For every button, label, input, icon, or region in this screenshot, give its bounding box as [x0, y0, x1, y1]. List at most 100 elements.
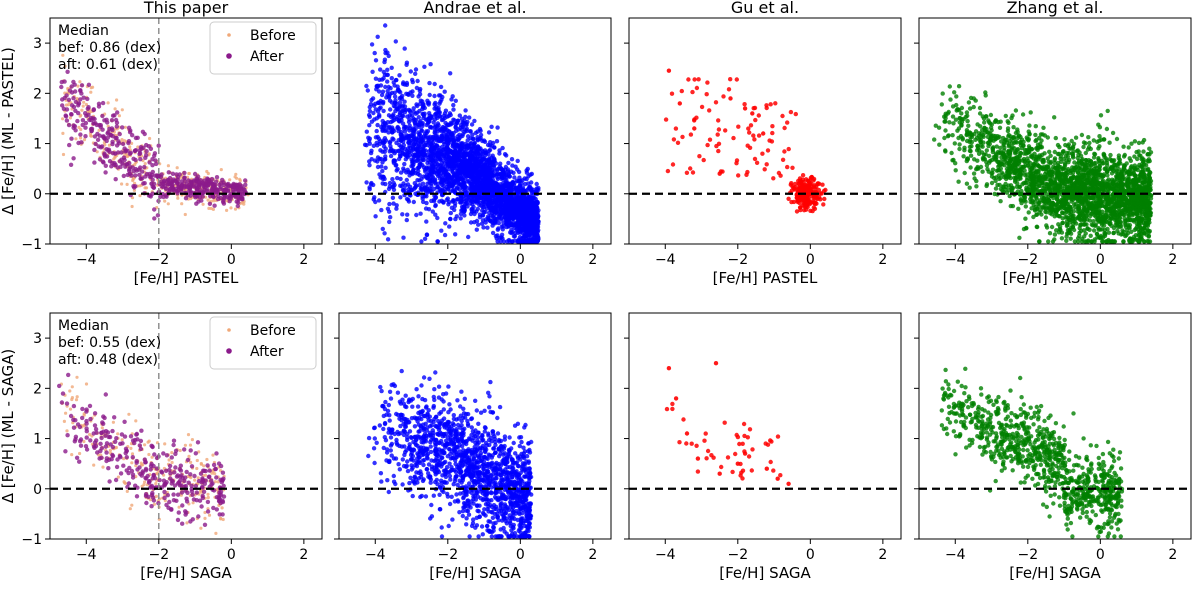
- data-point-andrae: [482, 156, 486, 160]
- data-point-before: [78, 80, 81, 83]
- data-point-andrae: [499, 173, 503, 177]
- data-point-after: [240, 197, 244, 201]
- x-tick-label: 0: [227, 252, 236, 268]
- data-point-andrae: [382, 175, 386, 179]
- data-point-andrae: [476, 207, 480, 211]
- data-point-after: [185, 185, 189, 189]
- data-point-after: [152, 207, 156, 211]
- data-point-andrae: [442, 154, 446, 158]
- data-point-after: [208, 202, 212, 206]
- data-point-andrae: [451, 138, 455, 142]
- data-point-after: [133, 173, 137, 177]
- data-point-after: [76, 111, 80, 115]
- data-point-andrae: [401, 236, 405, 240]
- x-tick-label: −4: [365, 252, 386, 268]
- data-point-gu: [694, 116, 698, 120]
- data-point-before: [69, 116, 72, 119]
- data-point-after: [102, 136, 106, 140]
- data-point-andrae: [386, 237, 390, 241]
- data-point-andrae: [458, 200, 462, 204]
- data-point-after: [143, 156, 147, 160]
- data-point-andrae: [397, 149, 401, 153]
- data-point-andrae: [410, 94, 414, 98]
- data-point-andrae: [402, 143, 406, 147]
- data-point-after: [62, 96, 66, 100]
- data-point-andrae: [508, 187, 512, 191]
- data-point-andrae: [462, 185, 466, 189]
- points-layer: [59, 54, 250, 221]
- data-point-andrae: [496, 167, 500, 171]
- data-point-gu: [771, 176, 775, 180]
- data-point-after: [125, 149, 129, 153]
- data-point-gu: [821, 202, 825, 206]
- data-point-before: [148, 137, 151, 140]
- data-point-andrae: [405, 213, 409, 217]
- data-point-after: [182, 171, 186, 175]
- y-tick-label: 2: [33, 86, 42, 102]
- data-point-andrae: [443, 233, 447, 237]
- data-point-andrae: [412, 200, 416, 204]
- data-point-andrae: [489, 208, 493, 212]
- data-point-after: [111, 114, 115, 118]
- data-point-andrae: [478, 154, 482, 158]
- data-point-gu: [702, 158, 706, 162]
- data-point-andrae: [470, 133, 474, 137]
- data-point-after: [79, 140, 83, 144]
- data-point-after: [143, 132, 147, 136]
- data-point-after: [150, 157, 154, 161]
- data-point-gu: [747, 130, 751, 134]
- data-point-andrae: [417, 183, 421, 187]
- x-tick-label: −4: [655, 252, 676, 268]
- data-point-gu: [736, 125, 740, 129]
- data-point-andrae: [406, 93, 410, 97]
- data-point-andrae: [458, 163, 462, 167]
- data-point-andrae: [405, 149, 409, 153]
- data-point-gu: [685, 171, 689, 175]
- data-point-before: [144, 162, 147, 165]
- data-point-andrae: [512, 175, 516, 179]
- data-point-before: [167, 202, 170, 205]
- data-point-andrae: [495, 210, 499, 214]
- data-point-after: [62, 79, 66, 83]
- y-axis-label: Δ [Fe/H] (ML - PASTEL): [0, 47, 17, 215]
- data-point-andrae: [421, 138, 425, 142]
- data-point-after: [136, 136, 140, 140]
- data-point-after: [92, 160, 96, 164]
- data-point-andrae: [423, 168, 427, 172]
- data-point-andrae: [390, 119, 394, 123]
- data-point-andrae: [388, 107, 392, 111]
- data-point-zhang: [972, 157, 976, 161]
- data-point-after: [114, 136, 118, 140]
- data-point-gu: [817, 188, 821, 192]
- data-point-andrae: [450, 175, 454, 179]
- data-point-gu: [714, 100, 718, 104]
- data-point-gu: [790, 166, 794, 170]
- data-point-before: [163, 200, 166, 203]
- data-point-andrae: [501, 181, 505, 185]
- data-point-andrae: [387, 210, 391, 214]
- data-point-andrae: [418, 150, 422, 154]
- data-point-andrae: [494, 182, 498, 186]
- data-point-before: [184, 213, 187, 216]
- data-point-andrae: [516, 190, 520, 194]
- data-point-gu: [667, 69, 671, 73]
- data-point-gu: [781, 158, 785, 162]
- data-point-andrae: [508, 174, 512, 178]
- data-point-andrae: [533, 213, 537, 217]
- data-point-after: [92, 148, 96, 152]
- data-point-andrae: [398, 154, 402, 158]
- data-point-andrae: [364, 84, 368, 88]
- data-point-after: [182, 176, 186, 180]
- panel-title: Andrae et al.: [423, 0, 526, 17]
- data-point-andrae: [389, 154, 393, 158]
- data-point-andrae: [405, 178, 409, 182]
- data-point-gu: [757, 133, 761, 137]
- data-point-after: [156, 174, 160, 178]
- data-point-after: [171, 172, 175, 176]
- data-point-andrae: [370, 70, 374, 74]
- data-point-andrae: [412, 106, 416, 110]
- data-point-andrae: [460, 117, 464, 121]
- data-point-andrae: [374, 107, 378, 111]
